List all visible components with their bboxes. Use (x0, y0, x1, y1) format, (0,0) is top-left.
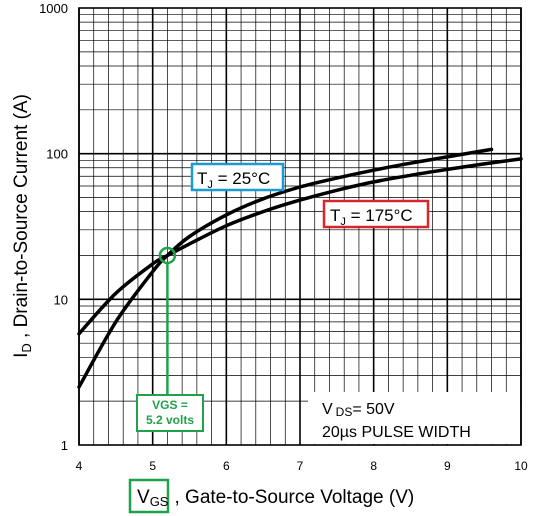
vgs-callout-box (136, 394, 204, 432)
svg-text:VGS, Gate-to-Source Voltage (V: VGS , Gate-to-Source Voltage (V) (137, 487, 414, 509)
x-axis-title-box (128, 478, 170, 514)
y-axis-title-sub: D (19, 343, 34, 352)
x-axis-title-sub: GS (150, 494, 169, 509)
svg-text:VDS= 50V: V DS= 50V (322, 401, 395, 419)
y-tick-label: 1000 (39, 1, 68, 16)
x-tick-label: 10 (514, 459, 528, 473)
x-tick-label: 6 (223, 459, 230, 473)
series-label-175c-t: T (330, 206, 340, 225)
series-line-175c (77, 157, 523, 336)
plot-frame (78, 7, 522, 446)
crossover-circle (158, 246, 177, 265)
x-tick-label: 7 (297, 459, 304, 473)
svg-text:ID , Drain-to-Source Current (: ID , Drain-to-Source Current (A) (11, 94, 34, 358)
y-tick-label: 10 (54, 292, 68, 307)
conditions-vds-sub: DS (336, 405, 353, 419)
vgs-callout-line2: 5.2 volts (146, 413, 194, 427)
x-axis-title: VGS , Gate-to-Source Voltage (V) (128, 478, 414, 514)
series-label-25c-t: T (197, 169, 207, 188)
vgs-callout-line1: VGS = (152, 398, 188, 412)
x-tick-label: 5 (149, 459, 156, 473)
y-tick-label: 1 (61, 438, 68, 453)
x-tick-label: 4 (76, 459, 83, 473)
x-tick-label: 9 (444, 459, 451, 473)
series-label-25c: TJ = 25°C (190, 162, 285, 192)
conditions-annotation: V DS= 50V 20µs PULSE WIDTH (308, 392, 520, 444)
series-curves (77, 147, 523, 389)
y-tick-labels: 1 10 100 1000 (39, 1, 68, 453)
series-line-25c (77, 147, 494, 389)
x-axis-title-v: V (137, 487, 150, 508)
conditions-box (308, 392, 520, 444)
y-tick-label: 100 (46, 147, 68, 162)
series-label-175c-rest: = 175°C (346, 206, 413, 225)
svg-text:TJ = 175°C: TJ = 175°C (330, 206, 413, 228)
conditions-pulse-width: 20µs PULSE WIDTH (322, 424, 471, 441)
series-label-175c: TJ = 175°C (322, 199, 430, 229)
y-axis-title-i: I (11, 353, 32, 358)
series-label-25c-box (190, 162, 285, 192)
x-axis-title-rest: , Gate-to-Source Voltage (V) (174, 487, 414, 508)
svg-text:TJ = 25°C: TJ = 25°C (197, 169, 270, 191)
y-axis-title: ID , Drain-to-Source Current (A) (11, 94, 34, 358)
y-axis-title-rest: , Drain-to-Source Current (A) (11, 94, 32, 343)
series-label-25c-sub: J (207, 179, 213, 191)
conditions-vds-v: V (322, 401, 333, 418)
series-label-175c-box (322, 199, 430, 229)
x-tick-label: 8 (370, 459, 377, 473)
series-label-25c-rest: = 25°C (213, 169, 270, 188)
crossover-marker: VGS = 5.2 volts (136, 246, 204, 432)
conditions-vds-value: = 50V (352, 401, 395, 418)
series-label-175c-sub: J (340, 216, 346, 228)
x-tick-labels: 4 5 6 7 8 9 10 (76, 459, 528, 473)
